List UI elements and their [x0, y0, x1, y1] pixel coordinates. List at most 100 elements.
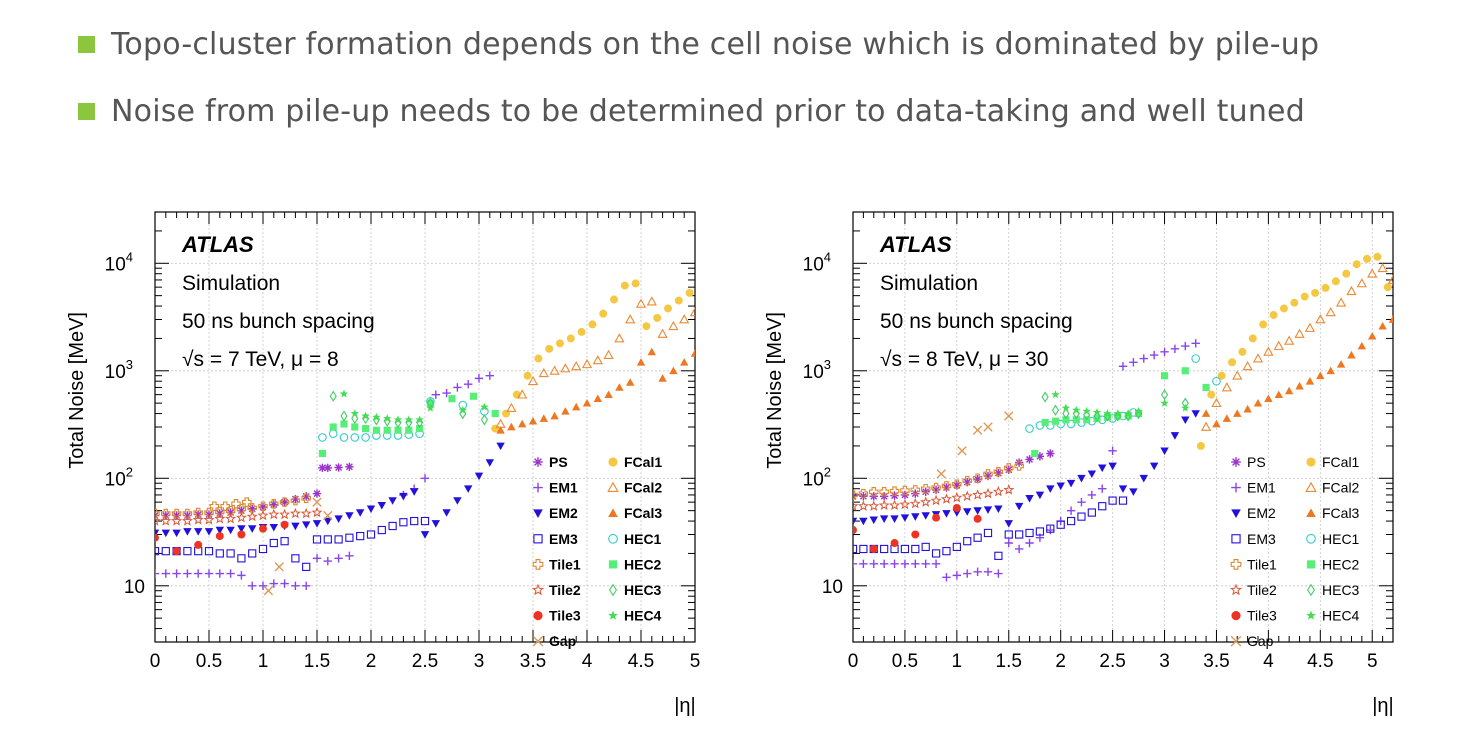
legend-item-hec4: HEC4 — [608, 608, 662, 624]
data-point-em3 — [1087, 508, 1096, 517]
data-point-hec3 — [1134, 407, 1143, 420]
legend-marker-em2 — [533, 509, 543, 518]
legend-item-fcal1: FCal1 — [1306, 454, 1360, 470]
data-point-hec1 — [1066, 419, 1076, 429]
bullet-square-icon — [78, 35, 95, 53]
data-point-fcal3 — [1316, 371, 1325, 380]
data-point-ps — [921, 487, 930, 496]
data-point-tile2 — [225, 512, 237, 524]
data-point-tile2 — [889, 499, 901, 511]
data-point-fcal2 — [1315, 314, 1326, 324]
data-point-em2 — [291, 522, 300, 531]
energy-pileup-label: √s = 8 TeV, μ = 30 — [880, 348, 1048, 371]
data-point-em1 — [1004, 538, 1013, 548]
data-point-em1 — [1118, 362, 1128, 371]
data-point-em3 — [155, 547, 160, 556]
y-tick-label: 104 — [803, 249, 831, 275]
data-point-em2 — [853, 517, 858, 526]
data-point-em3 — [853, 544, 858, 554]
data-point-gap — [274, 562, 284, 572]
bullet-square-icon — [78, 102, 95, 120]
data-point-hec3 — [383, 415, 391, 427]
data-point-tile2 — [868, 500, 880, 511]
legend-label: FCal3 — [624, 505, 662, 521]
legend-label: Tile3 — [1247, 608, 1277, 624]
legend-item-tile1: Tile1 — [532, 556, 581, 572]
data-point-hec4 — [1051, 390, 1060, 399]
data-point-fcal3 — [593, 394, 602, 403]
data-point-hec4 — [1124, 409, 1133, 418]
data-point-hec4 — [480, 402, 489, 411]
data-point-em3 — [921, 542, 930, 552]
legend-label: Gap — [1247, 633, 1274, 649]
data-point-em2 — [1077, 474, 1086, 483]
data-point-fcal2 — [571, 361, 582, 371]
data-point-fcal2 — [1356, 278, 1367, 288]
data-point-em1 — [485, 371, 494, 380]
data-point-fcal1 — [1311, 288, 1320, 297]
data-point-em3 — [183, 547, 192, 556]
data-point-gap — [323, 510, 333, 521]
data-point-em3 — [952, 542, 961, 552]
data-point-hec3 — [480, 414, 488, 426]
data-point-em2 — [1087, 470, 1097, 479]
data-point-fcal3 — [1201, 409, 1211, 417]
x-tick-label: 4.5 — [1307, 651, 1333, 672]
legend-item-hec1: HEC1 — [1306, 531, 1360, 547]
legend-label: FCal2 — [1322, 480, 1360, 496]
legend-marker-tile1 — [532, 559, 544, 570]
legend-label: EM1 — [1247, 480, 1276, 496]
data-point-tile2 — [972, 489, 984, 500]
legend-item-ps: PS — [1231, 454, 1266, 470]
data-point-hec2 — [329, 423, 337, 431]
data-point-tile1 — [161, 508, 171, 519]
y-tick-label: 103 — [803, 357, 831, 383]
series-em1 — [155, 371, 494, 590]
data-point-em1 — [1129, 358, 1138, 367]
noise-plot-right: 0 0.5 1 1.5 2 2.5 3 3.5 4 4.5 5 10 102 103 104 Total No… — [764, 211, 1394, 717]
data-point-em2 — [1160, 447, 1169, 456]
data-point-em2 — [1181, 416, 1190, 425]
data-point-fcal1 — [1352, 260, 1361, 269]
data-point-hec4 — [1082, 406, 1091, 415]
data-point-hec3 — [1051, 404, 1060, 416]
data-point-em3 — [356, 531, 365, 541]
data-point-em3 — [269, 538, 278, 548]
data-point-em2 — [869, 516, 878, 525]
data-point-tile3 — [215, 532, 224, 541]
data-point-em2 — [377, 502, 386, 510]
data-point-em2 — [900, 514, 910, 522]
data-point-em2 — [963, 508, 972, 516]
data-point-em1 — [1191, 339, 1200, 348]
data-point-em2 — [1098, 464, 1107, 473]
data-point-em3 — [215, 549, 224, 558]
data-point-em1 — [1077, 497, 1086, 507]
legend-marker-em1 — [533, 482, 543, 493]
x-tick-label: 3.5 — [1203, 651, 1229, 672]
data-point-em2 — [161, 529, 170, 538]
series-em2 — [853, 410, 1200, 528]
data-point-em1 — [1139, 354, 1148, 363]
data-point-hec2 — [362, 425, 370, 433]
series-em3 — [853, 496, 1128, 560]
data-point-gap — [312, 497, 322, 507]
data-point-em1 — [248, 581, 257, 590]
data-point-fcal2 — [1346, 285, 1357, 296]
bullet-text: Topo-cluster formation depends on the ce… — [111, 26, 1320, 62]
data-point-fcal2 — [1232, 370, 1243, 380]
data-point-fcal3 — [1284, 386, 1294, 395]
legend-label: PS — [549, 454, 568, 470]
data-point-ps — [931, 485, 941, 495]
data-point-tile2 — [982, 487, 994, 499]
data-point-fcal2 — [635, 298, 647, 308]
data-point-hec4 — [350, 409, 359, 418]
data-point-fcal3 — [615, 383, 624, 391]
data-point-hec2 — [394, 426, 402, 434]
data-point-em1 — [859, 559, 868, 569]
data-point-tile2 — [181, 515, 193, 526]
data-point-fcal1 — [1290, 298, 1299, 307]
series-tile1 — [155, 493, 311, 519]
data-point-hec4 — [339, 389, 349, 398]
data-point-fcal2 — [1242, 361, 1253, 371]
data-point-em1 — [1066, 506, 1076, 515]
